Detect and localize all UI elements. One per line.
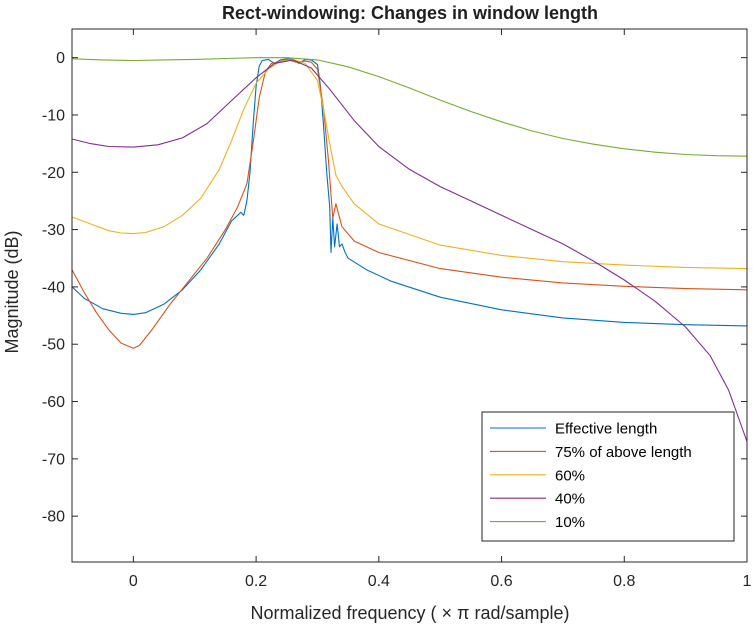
x-tick-label: 0.6 <box>490 573 512 590</box>
chart-title: Rect-windowing: Changes in window length <box>222 3 598 23</box>
x-tick-label: 0.8 <box>613 573 635 590</box>
legend-label-2: 60% <box>555 467 585 484</box>
y-tick-label: -40 <box>42 279 65 296</box>
legend-label-0: Effective length <box>555 421 657 438</box>
series-line-4 <box>71 57 748 157</box>
x-tick-label: 0.2 <box>245 573 267 590</box>
legend: Effective length 75% of above length 60% 40… <box>481 411 735 542</box>
y-tick-label: -80 <box>42 509 65 526</box>
y-axis-label: Magnitude (dB) <box>2 230 22 353</box>
legend-box <box>481 411 735 542</box>
series-line-1 <box>71 58 748 349</box>
x-tick-label: 0.4 <box>368 573 390 590</box>
plot-frame <box>71 28 748 563</box>
x-tick-label: 1 <box>743 573 752 590</box>
x-axis-label: Normalized frequency ( × π rad/sample) <box>250 603 569 623</box>
legend-label-4: 10% <box>555 514 585 531</box>
y-tick-label: -60 <box>42 394 65 411</box>
y-tick-label: -50 <box>42 337 65 354</box>
series-layer <box>71 57 748 442</box>
legend-label-3: 40% <box>555 491 585 508</box>
series-line-3 <box>71 59 748 442</box>
y-tick-label: 0 <box>56 50 65 67</box>
y-tick-label: -10 <box>42 107 65 124</box>
legend-label-1: 75% of above length <box>555 444 692 461</box>
tick-layer: 0 0.2 0.4 0.6 0.8 1 0 -10 -20 -30 -40 -50 -60 -70 -80 <box>42 29 752 590</box>
y-tick-label: -30 <box>42 222 65 239</box>
series-line-2 <box>71 58 748 270</box>
x-tick-label: 0 <box>129 573 138 590</box>
y-tick-label: -70 <box>42 451 65 468</box>
y-tick-label: -20 <box>42 165 65 182</box>
